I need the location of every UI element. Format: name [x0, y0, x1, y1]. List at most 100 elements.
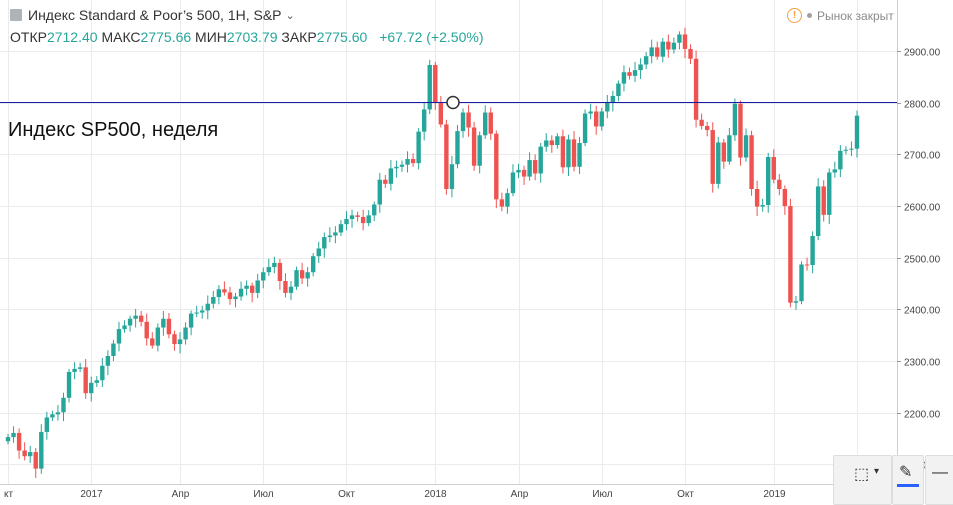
symbol-icon	[10, 9, 22, 21]
candle-body	[105, 355, 111, 366]
candle-body	[155, 327, 161, 346]
candle-body	[771, 156, 776, 180]
close-label: ЗАКР	[281, 29, 317, 45]
candle-body	[643, 56, 649, 65]
candle-body	[39, 431, 44, 469]
candle-body	[449, 164, 455, 190]
candle-body	[122, 325, 127, 330]
candle-body	[338, 224, 344, 233]
chart-title[interactable]: Индекс Standard & Poor’s 500, 1Н, S&P	[28, 7, 282, 23]
candle-body	[655, 47, 660, 57]
candle-body	[188, 313, 194, 328]
high-value: 2775.66	[140, 29, 192, 45]
candle-body	[316, 248, 321, 257]
ohlc-legend: ОТКР2712.40 МАКС2775.66 МИН2703.79 ЗАКР2…	[10, 29, 483, 45]
market-status: ! Рынок закрыт	[787, 8, 894, 23]
candle-body	[416, 131, 421, 164]
candle-body	[216, 289, 222, 298]
candle-body	[799, 264, 804, 302]
candle-body	[704, 125, 710, 131]
warning-icon[interactable]: !	[787, 8, 802, 23]
candle-body	[599, 111, 604, 127]
candle-body	[699, 119, 704, 126]
candle-body	[693, 58, 699, 120]
low-label: МИН	[195, 29, 227, 45]
candle-body	[854, 115, 860, 149]
candle-body	[571, 139, 577, 167]
candle-body	[593, 111, 599, 127]
candle-body	[272, 262, 277, 268]
candle-body	[677, 34, 682, 43]
candle-body	[538, 146, 543, 174]
candle-body	[200, 310, 205, 313]
chevron-down-icon[interactable]: ⌄	[285, 9, 295, 22]
candle-body	[172, 334, 177, 345]
candle-body	[732, 103, 738, 136]
more-tools-button[interactable]: —	[925, 455, 953, 505]
candle-body	[427, 64, 432, 110]
candle-body	[827, 172, 832, 215]
candle-body	[310, 256, 316, 273]
candle-body	[410, 159, 416, 164]
candle-body	[582, 113, 588, 144]
candle-body	[455, 131, 460, 165]
selection-tool-button[interactable]: ⬚ ▾	[833, 455, 892, 505]
candle-body	[483, 112, 488, 136]
candle-body	[366, 215, 371, 224]
candle-body	[266, 267, 272, 273]
low-value: 2703.79	[226, 29, 278, 45]
y-tick-label: 2400.00	[904, 306, 941, 317]
y-tick-label: 2300.00	[904, 358, 941, 369]
candle-body	[782, 189, 788, 207]
market-status-text: Рынок закрыт	[817, 8, 894, 23]
candle-body	[16, 432, 22, 451]
candle-body	[627, 72, 632, 76]
candle-body	[488, 112, 493, 134]
y-tick-label: 2500.00	[904, 255, 941, 266]
candle-body	[294, 270, 299, 287]
candle-body	[116, 329, 122, 344]
candle-body	[460, 112, 466, 132]
close-value: 2775.60	[316, 29, 368, 45]
draw-tool-button[interactable]: ✎	[892, 455, 924, 505]
candle-body	[5, 437, 11, 442]
candle-body	[66, 371, 72, 398]
candle-body	[222, 289, 227, 293]
candle-body	[638, 64, 643, 71]
candle-body	[388, 168, 394, 184]
x-tick-label: Апр	[511, 489, 529, 500]
open-label: ОТКР	[10, 29, 47, 45]
candle-body	[716, 142, 721, 184]
candle-body	[299, 270, 305, 279]
candle-body	[521, 169, 527, 177]
candle-body	[438, 102, 444, 125]
candle-body	[383, 179, 388, 184]
candle-body	[111, 343, 116, 356]
candle-body	[549, 140, 555, 146]
candle-body	[261, 272, 266, 281]
y-tick-label: 2600.00	[904, 203, 941, 214]
candle-body	[777, 179, 782, 190]
candle-body	[821, 186, 826, 215]
candle-body	[150, 338, 155, 346]
candle-body	[743, 135, 749, 158]
candle-body	[277, 262, 283, 282]
x-tick-label: Окт	[677, 489, 694, 500]
candle-body	[211, 297, 216, 304]
candle-body	[349, 215, 355, 219]
chart-annotation[interactable]: Индекс SP500, неделя	[8, 119, 219, 141]
candle-body	[471, 127, 477, 166]
candle-body	[544, 140, 549, 147]
candle-body	[394, 166, 399, 169]
candle-body	[616, 83, 621, 96]
status-dot-icon	[807, 13, 812, 18]
candle-body	[749, 135, 754, 190]
candle-body	[344, 218, 349, 225]
candle-body	[560, 136, 566, 168]
candle-body	[566, 139, 571, 168]
candle-body	[183, 327, 188, 340]
high-label: МАКС	[101, 29, 141, 45]
candle-body	[327, 235, 333, 238]
x-tick-label: 2018	[424, 489, 447, 500]
